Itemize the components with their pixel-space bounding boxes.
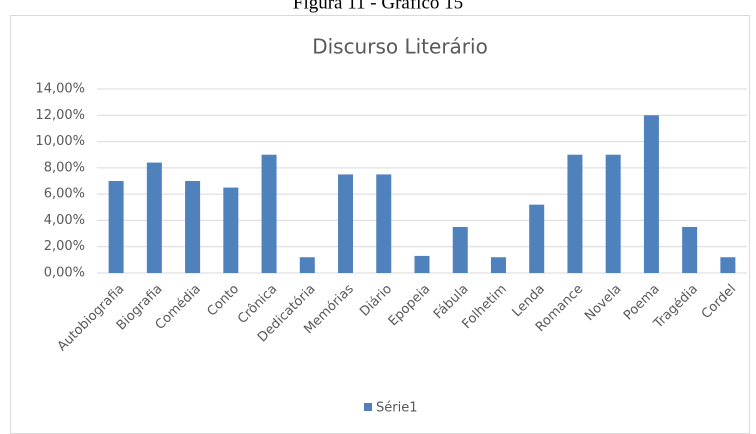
bar (682, 227, 698, 273)
y-tick-label: 0,00% (44, 266, 85, 281)
y-tick-label: 6,00% (44, 187, 85, 202)
legend-swatch (364, 403, 372, 411)
bar (567, 154, 583, 273)
bar (643, 115, 659, 274)
y-tick-label: 12,00% (35, 108, 85, 123)
bar (299, 257, 315, 273)
bar (338, 174, 354, 273)
y-tick-label: 10,00% (35, 134, 85, 149)
bar (452, 227, 468, 273)
bar (490, 257, 506, 273)
y-tick-label: 4,00% (44, 213, 85, 228)
bar (414, 255, 430, 273)
y-tick-label: 8,00% (44, 160, 85, 175)
bar (720, 257, 736, 273)
legend-label: Série1 (376, 401, 417, 416)
bar (376, 174, 392, 273)
bar (529, 204, 545, 273)
bar (146, 162, 162, 273)
bar (223, 187, 239, 273)
bar (185, 181, 201, 273)
figure-caption: Figura 11 - Gráfico 15 (293, 0, 463, 13)
bar (108, 181, 124, 273)
chart-title: Discurso Literário (312, 35, 488, 59)
bar (261, 154, 277, 273)
y-tick-label: 2,00% (44, 239, 85, 254)
y-tick-label: 14,00% (35, 82, 85, 97)
bar (605, 154, 621, 273)
